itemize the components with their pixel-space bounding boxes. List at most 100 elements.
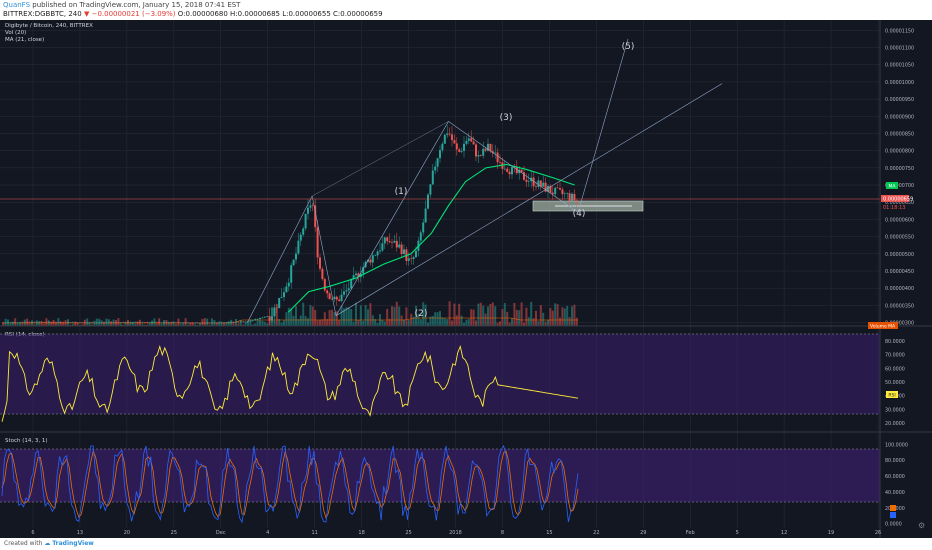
volume-bar [33, 324, 36, 326]
volume-bar [227, 321, 230, 326]
candle-body [155, 322, 158, 323]
volume-bar [398, 306, 401, 326]
volume-bar [191, 323, 194, 326]
volume-bar [393, 306, 396, 326]
candle-body [479, 155, 482, 156]
rsi-badge-label: RSI [888, 393, 895, 399]
volume-bar [155, 323, 158, 326]
candle-body [177, 322, 180, 324]
stoch-tick-label: 40.0000 [885, 490, 905, 496]
time-tick-label: 8 [501, 530, 504, 536]
candle-body [71, 322, 74, 323]
rsi-tick-label: 70.0000 [885, 353, 905, 359]
volume-bar [340, 305, 343, 326]
price-pane[interactable] [0, 38, 880, 326]
wave-channel-line [312, 121, 449, 197]
volume-bar [218, 321, 221, 326]
candle-body [167, 322, 170, 323]
volume-bar [362, 320, 365, 326]
candle-body [50, 321, 53, 323]
author-link[interactable]: QuanFS [3, 1, 31, 9]
volume-bar [55, 322, 57, 326]
candle-body [436, 158, 439, 167]
stoch-pane[interactable] [0, 444, 880, 524]
candle-body [422, 222, 425, 233]
candle-body [33, 321, 36, 323]
candle-body [400, 244, 403, 255]
volume-bar [292, 315, 295, 326]
candle-body [134, 322, 137, 323]
candle-body [302, 228, 305, 235]
volume-bar [527, 317, 530, 326]
volume-bar [59, 321, 62, 326]
candle-body [527, 181, 530, 182]
volume-bar [302, 302, 305, 326]
volume-bar [251, 324, 254, 326]
volume-bar [21, 323, 24, 326]
chart-area[interactable]: Digibyte / Bitcoin, 240, BITTREX Vol (20… [0, 20, 932, 538]
candle-body [520, 169, 523, 173]
volume-bar [283, 320, 285, 326]
candle-body [184, 322, 187, 324]
price-tick-label: 0.00000300 [885, 321, 914, 327]
volume-bar [182, 323, 185, 326]
candle-body [136, 322, 139, 323]
volume-bar [62, 323, 65, 326]
time-tick-label: 19 [828, 530, 834, 536]
volume-bar [376, 322, 379, 326]
chart-canvas[interactable]: Digibyte / Bitcoin, 240, BITTREX Vol (20… [0, 20, 932, 538]
time-tick-label: Feb [686, 530, 695, 536]
candle-body [340, 294, 343, 302]
candle-body [499, 162, 501, 163]
volume-bar [417, 313, 420, 326]
time-axis[interactable]: 6 13 20 25 Dec 4 11 18 25 2018 8 15 22 29 Feb 5 12 19 26 [31, 530, 881, 536]
volume-bar [350, 308, 353, 326]
candle-body [575, 200, 578, 201]
rsi-pane[interactable] [0, 333, 880, 422]
volume-bar [465, 319, 468, 326]
ma-line [287, 163, 575, 313]
time-tick-label: 26 [875, 530, 881, 536]
candle-body [331, 299, 333, 300]
candle-body [460, 150, 463, 152]
volume-bar [220, 322, 223, 326]
volume-bar [400, 315, 403, 326]
candle-body [523, 172, 525, 180]
price-tick-label: 0.00000800 [885, 149, 914, 155]
candle-body [487, 143, 489, 151]
volume-bar [561, 307, 564, 326]
candle-body [491, 151, 494, 154]
time-tick-label: 22 [593, 530, 599, 536]
volume-bar [357, 320, 360, 326]
price-tick-label: 0.00001150 [885, 28, 914, 34]
volume-bar [278, 318, 281, 326]
candle-body [369, 259, 372, 263]
candle-body [115, 322, 117, 323]
volume-bar [167, 322, 170, 326]
wave-segment [247, 195, 313, 323]
candle-body [122, 322, 125, 323]
candle-body [59, 322, 62, 323]
price-axis[interactable]: 0.00001150 0.00001100 0.00001050 0.00001000… [885, 28, 914, 527]
volume-bar [211, 318, 213, 326]
candle-body [463, 143, 465, 151]
wave-segment [335, 121, 449, 316]
volume-bar [134, 323, 137, 326]
wave-segment [448, 121, 579, 213]
candle-body [484, 148, 487, 151]
price-tick-label: 0.00000500 [885, 252, 914, 258]
candle-body [350, 278, 353, 289]
candle-body [439, 150, 441, 159]
price-tick-label: 0.00000700 [885, 183, 914, 189]
time-tick-label: Dec [216, 530, 226, 536]
candle-body [379, 250, 381, 252]
tradingview-brand[interactable]: TradingView [52, 540, 94, 547]
volume-bar [470, 309, 473, 326]
settings-gear-icon[interactable]: ⚙ [918, 521, 925, 530]
candle-body [290, 265, 293, 283]
candle-body [230, 321, 233, 323]
candle-body [107, 322, 110, 323]
candle-body [43, 321, 45, 323]
candle-body [532, 177, 535, 187]
candle-body [208, 322, 211, 324]
